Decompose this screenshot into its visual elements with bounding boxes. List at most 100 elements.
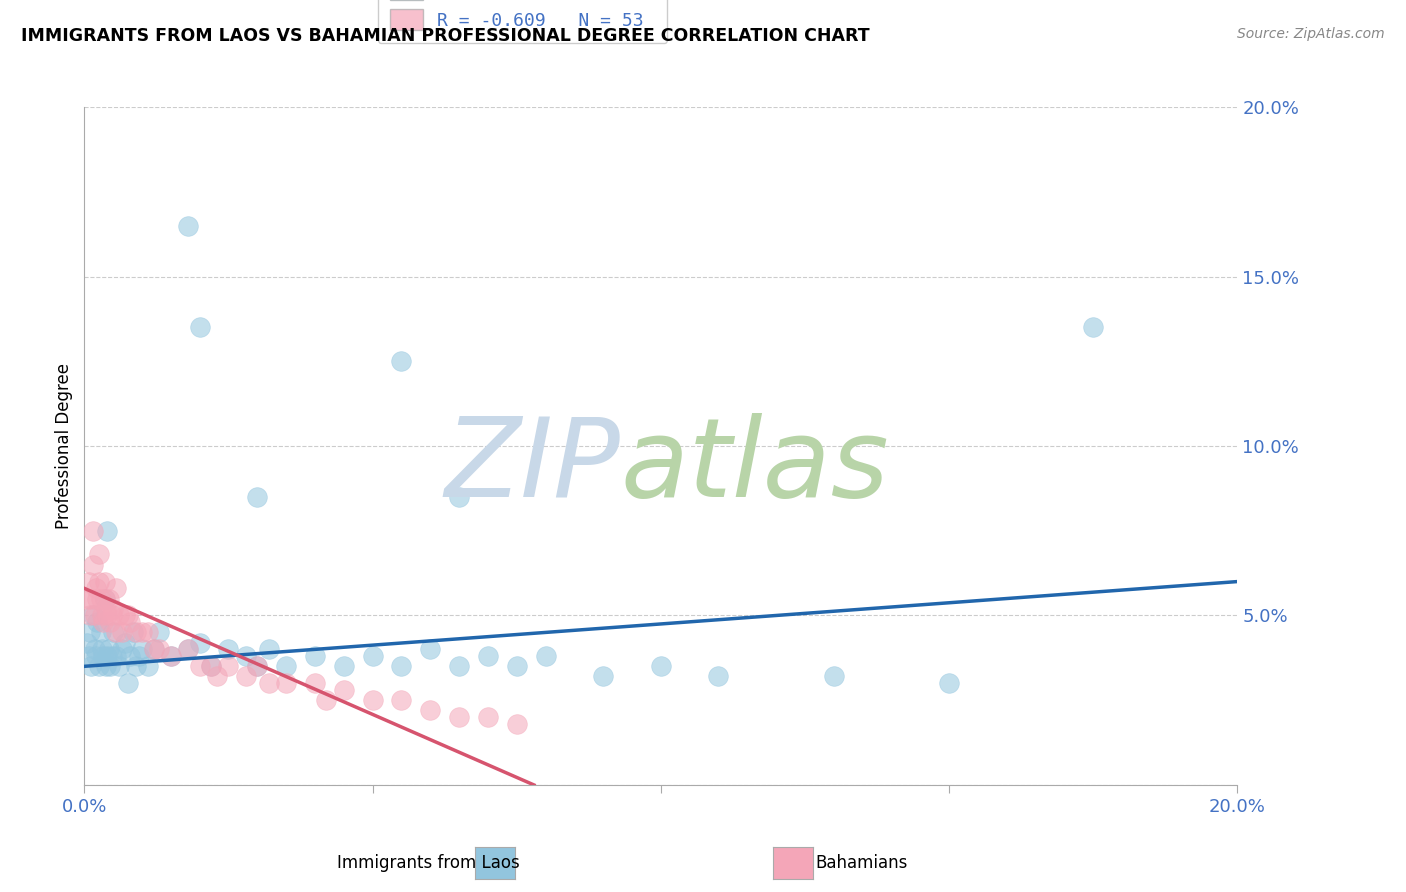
Point: [101, 608, 124, 623]
Point: [477, 649, 499, 664]
Point: [200, 659, 222, 673]
Point: [391, 354, 413, 368]
Point: [148, 625, 170, 640]
Point: [105, 649, 128, 664]
Point: [823, 669, 845, 683]
Point: [97, 642, 120, 657]
Point: [76, 635, 98, 649]
Point: [361, 649, 384, 664]
Point: [80, 591, 103, 606]
Point: [131, 642, 153, 657]
Point: [125, 659, 148, 673]
Point: [449, 490, 471, 504]
Point: [142, 642, 165, 657]
Point: [128, 649, 150, 664]
Point: [77, 649, 100, 664]
Point: [96, 649, 118, 664]
Text: Immigrants from Laos: Immigrants from Laos: [337, 855, 520, 872]
Point: [449, 659, 471, 673]
Point: [246, 659, 269, 673]
Point: [108, 608, 131, 623]
Point: [82, 558, 104, 572]
Point: [188, 320, 211, 334]
Point: [82, 608, 104, 623]
Point: [177, 219, 200, 233]
Text: atlas: atlas: [620, 413, 889, 520]
Point: [177, 642, 200, 657]
Point: [90, 608, 112, 623]
Point: [111, 625, 134, 640]
Point: [86, 591, 108, 606]
Point: [449, 710, 471, 724]
Point: [304, 649, 326, 664]
Point: [86, 615, 108, 630]
Point: [77, 574, 100, 589]
Point: [136, 625, 159, 640]
Point: [477, 710, 499, 724]
Point: [93, 591, 115, 606]
Point: [177, 642, 200, 657]
Point: [246, 490, 269, 504]
Point: [114, 608, 136, 623]
Point: [160, 649, 183, 664]
Point: [96, 601, 118, 615]
Point: [333, 683, 356, 698]
Text: Bahamians: Bahamians: [815, 855, 908, 872]
Point: [91, 649, 114, 664]
Point: [87, 659, 110, 673]
Point: [105, 625, 128, 640]
Point: [148, 642, 170, 657]
Point: [98, 615, 121, 630]
Point: [83, 608, 105, 623]
Point: [84, 582, 107, 596]
Point: [91, 615, 114, 630]
Point: [105, 582, 128, 596]
Text: IMMIGRANTS FROM LAOS VS BAHAMIAN PROFESSIONAL DEGREE CORRELATION CHART: IMMIGRANTS FROM LAOS VS BAHAMIAN PROFESS…: [21, 27, 870, 45]
Point: [419, 642, 441, 657]
Point: [87, 548, 110, 562]
Legend: R =   0.175   N = 62, R = -0.609   N = 53: R = 0.175 N = 62, R = -0.609 N = 53: [378, 0, 668, 43]
Point: [89, 591, 111, 606]
Point: [142, 642, 165, 657]
Point: [93, 591, 115, 606]
Point: [235, 649, 257, 664]
Point: [136, 659, 159, 673]
Text: ZIP: ZIP: [444, 413, 620, 520]
Point: [96, 524, 118, 538]
Point: [103, 601, 124, 615]
Point: [361, 693, 384, 707]
Point: [218, 659, 240, 673]
Point: [650, 659, 672, 673]
Point: [257, 642, 280, 657]
Point: [103, 625, 124, 640]
Point: [200, 659, 222, 673]
Point: [96, 659, 118, 673]
Point: [101, 649, 124, 664]
Point: [93, 574, 115, 589]
Point: [304, 676, 326, 690]
Y-axis label: Professional Degree: Professional Degree: [55, 363, 73, 529]
Point: [707, 669, 730, 683]
Point: [938, 676, 960, 690]
Point: [114, 635, 136, 649]
Point: [117, 676, 139, 690]
Point: [76, 591, 98, 606]
Point: [79, 608, 101, 623]
Text: Source: ZipAtlas.com: Source: ZipAtlas.com: [1237, 27, 1385, 41]
Point: [79, 625, 101, 640]
Point: [506, 717, 529, 731]
Point: [592, 669, 614, 683]
Point: [80, 659, 103, 673]
Point: [160, 649, 183, 664]
Point: [188, 659, 211, 673]
Point: [235, 669, 257, 683]
Point: [506, 659, 529, 673]
Point: [89, 625, 111, 640]
Point: [188, 635, 211, 649]
Point: [205, 669, 228, 683]
Point: [87, 574, 110, 589]
Point: [1083, 320, 1105, 334]
Point: [84, 649, 107, 664]
Point: [96, 608, 118, 623]
Point: [391, 693, 413, 707]
